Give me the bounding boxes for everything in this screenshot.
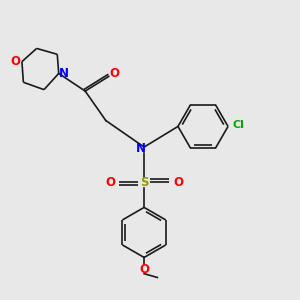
Text: O: O (105, 176, 115, 189)
Text: Cl: Cl (232, 120, 244, 130)
Text: O: O (11, 55, 20, 68)
Text: O: O (139, 263, 149, 276)
Text: S: S (140, 176, 148, 189)
Text: N: N (59, 67, 69, 80)
Text: O: O (173, 176, 183, 189)
Text: N: N (136, 142, 146, 155)
Text: O: O (110, 67, 120, 80)
